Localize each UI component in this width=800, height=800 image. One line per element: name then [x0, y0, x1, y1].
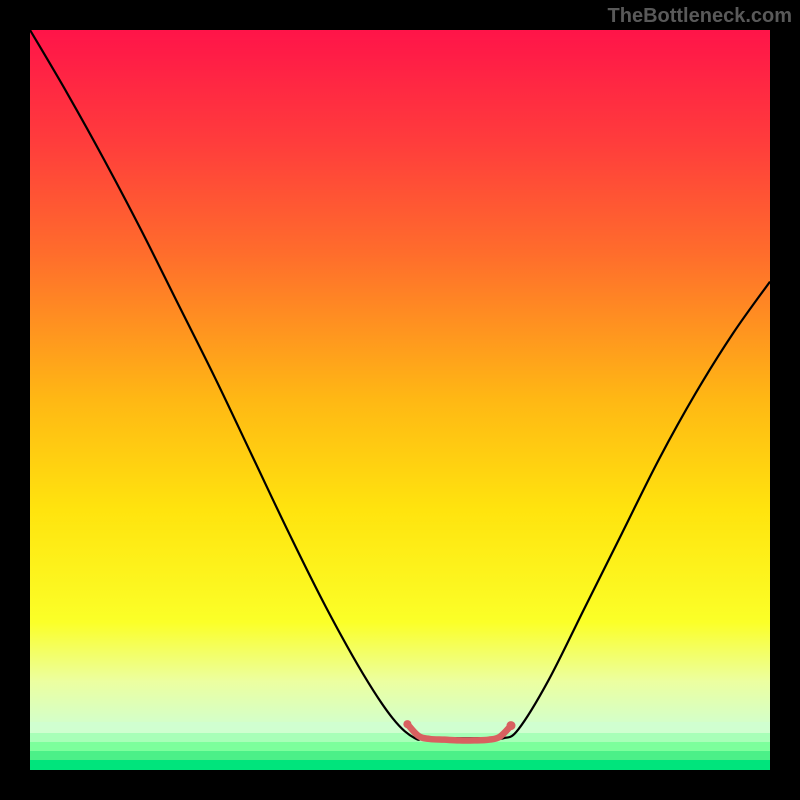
- main-curve: [30, 30, 770, 740]
- chart-curves: [30, 30, 770, 770]
- attribution-text: TheBottleneck.com: [608, 5, 792, 28]
- highlight-curve: [407, 724, 511, 740]
- highlight-start-marker: [403, 720, 411, 728]
- highlight-end-marker: [507, 721, 516, 730]
- chart-plot-area: [30, 30, 770, 770]
